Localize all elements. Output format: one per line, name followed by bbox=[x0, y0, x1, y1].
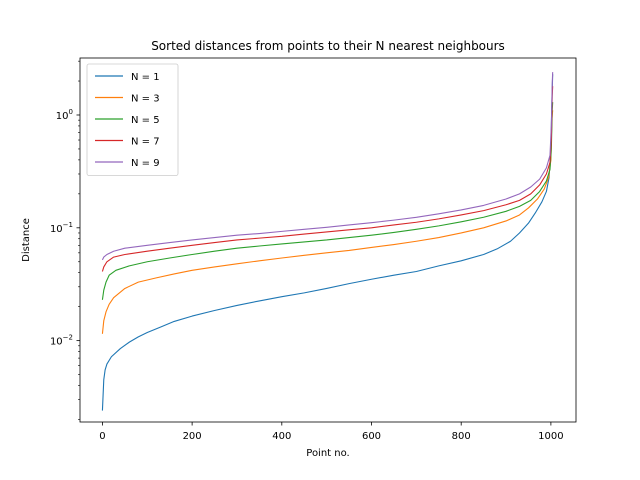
y-axis: 10−2 10−1 100 bbox=[50, 60, 80, 420]
series-line-1 bbox=[101, 74, 554, 411]
series-line-2 bbox=[101, 110, 554, 334]
legend-label: N = 5 bbox=[131, 115, 160, 126]
x-axis: 0 200 400 600 800 1000 bbox=[99, 422, 564, 442]
series-line-5 bbox=[101, 72, 554, 261]
y-tick-label: 10−1 bbox=[50, 221, 73, 235]
legend-label: N = 1 bbox=[131, 72, 160, 83]
series-lines bbox=[101, 72, 554, 411]
legend: N = 1 N = 3 N = 5 N = 7 N = 9 bbox=[86, 63, 179, 176]
x-axis-label: Point no. bbox=[306, 448, 349, 459]
x-tick-label: 800 bbox=[452, 431, 471, 442]
chart-title: Sorted distances from points to their N … bbox=[151, 39, 505, 53]
y-tick-label: 10−2 bbox=[50, 334, 73, 348]
x-tick-label: 600 bbox=[362, 431, 381, 442]
legend-label: N = 7 bbox=[131, 137, 160, 148]
x-tick-label: 400 bbox=[272, 431, 291, 442]
series-line-3 bbox=[101, 102, 554, 300]
y-axis-label: Distance bbox=[21, 218, 32, 262]
series-line-4 bbox=[101, 86, 554, 272]
axes-frame bbox=[79, 57, 577, 423]
x-tick-label: 0 bbox=[99, 431, 105, 442]
legend-box bbox=[86, 63, 179, 176]
x-tick-label: 1000 bbox=[538, 431, 563, 442]
y-tick-label: 100 bbox=[56, 108, 73, 122]
legend-label: N = 3 bbox=[131, 94, 160, 105]
x-tick-label: 200 bbox=[183, 431, 202, 442]
legend-label: N = 9 bbox=[131, 158, 160, 169]
